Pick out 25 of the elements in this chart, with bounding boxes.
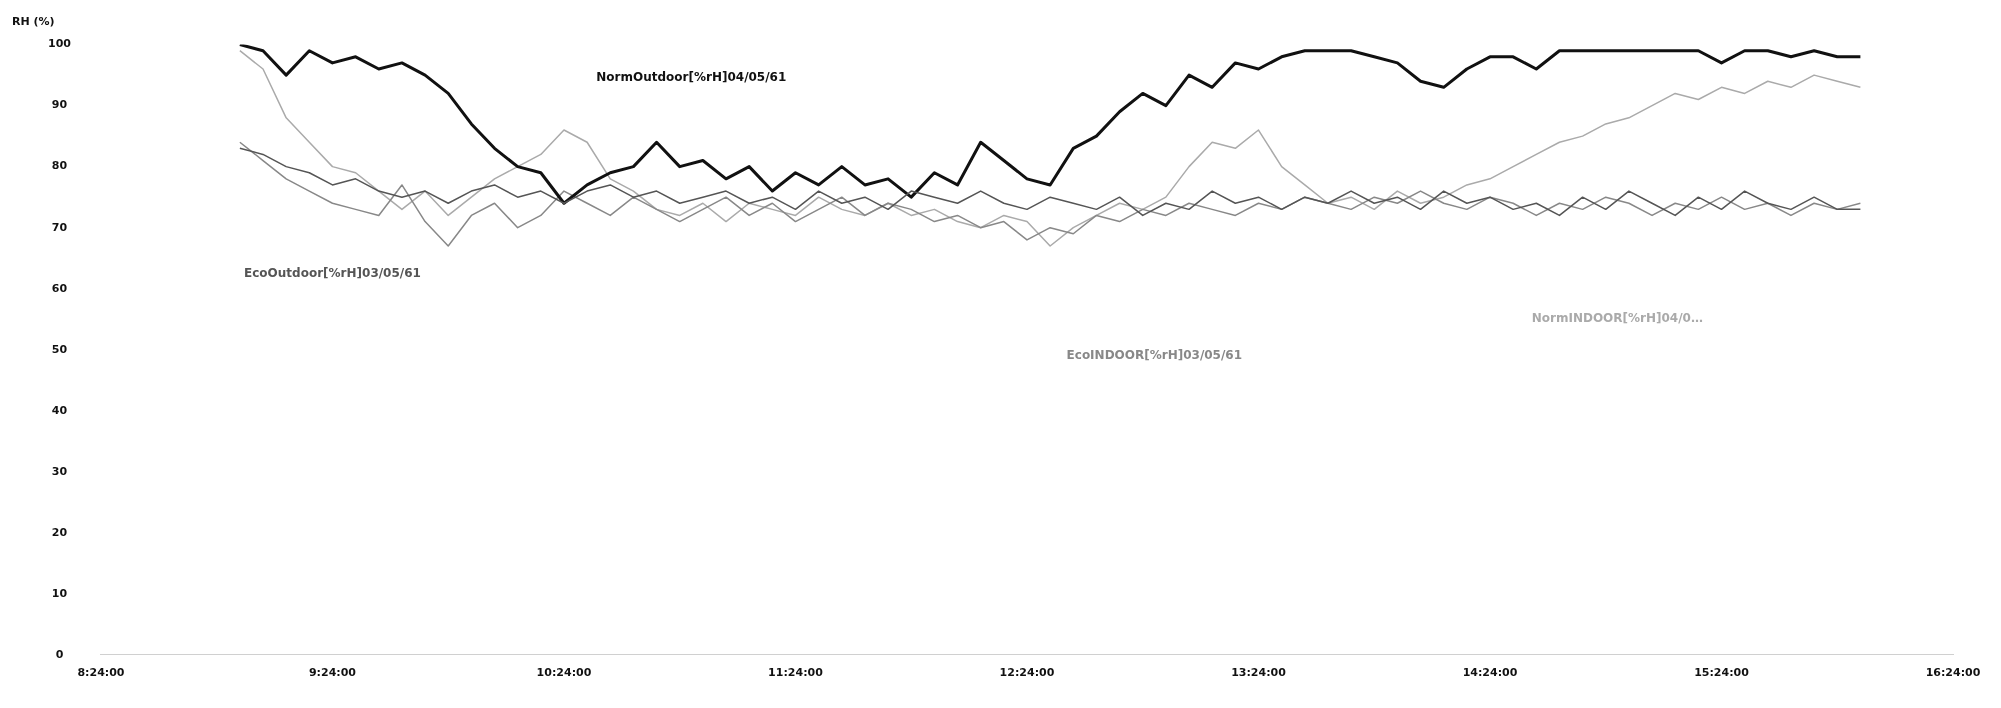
x-tick-label: 12:24:00 <box>999 666 1055 680</box>
y-tick-label: 90 <box>51 98 68 112</box>
y-tick-label: 80 <box>51 159 68 173</box>
x-tick-label: 16:24:00 <box>1925 666 1981 680</box>
y-tick-label: 20 <box>51 525 68 539</box>
y-tick-label: 10 <box>51 586 68 600</box>
x-tick-label: 11:24:00 <box>768 666 824 680</box>
x-tick-label: 10:24:00 <box>536 666 592 680</box>
x-tick-label: 14:24:00 <box>1462 666 1518 680</box>
text: EcoINDOOR[%rH]03/05/61 <box>1066 347 1243 362</box>
y-tick-label: 60 <box>51 281 68 295</box>
y-tick-label: 40 <box>51 403 68 417</box>
text: NormINDOOR[%rH]04/0… <box>1531 311 1703 326</box>
x-tick-label: 9:24:00 <box>308 666 357 680</box>
y-tick-label: 70 <box>51 220 68 234</box>
x-tick-label: 13:24:00 <box>1231 666 1287 680</box>
text: NormOutdoor[%rH]04/05/61 <box>596 70 787 85</box>
y-tick-label: 50 <box>51 342 68 356</box>
y-tick-label: 30 <box>51 464 68 478</box>
x-tick-label: 8:24:00 <box>77 666 125 680</box>
y-tick-label: 0 <box>55 647 64 661</box>
y-axis-title: RH (%) <box>12 14 55 28</box>
text: EcoOutdoor[%rH]03/05/61 <box>244 265 421 280</box>
x-tick-label: 15:24:00 <box>1694 666 1750 680</box>
y-tick-label: 100 <box>48 37 72 51</box>
